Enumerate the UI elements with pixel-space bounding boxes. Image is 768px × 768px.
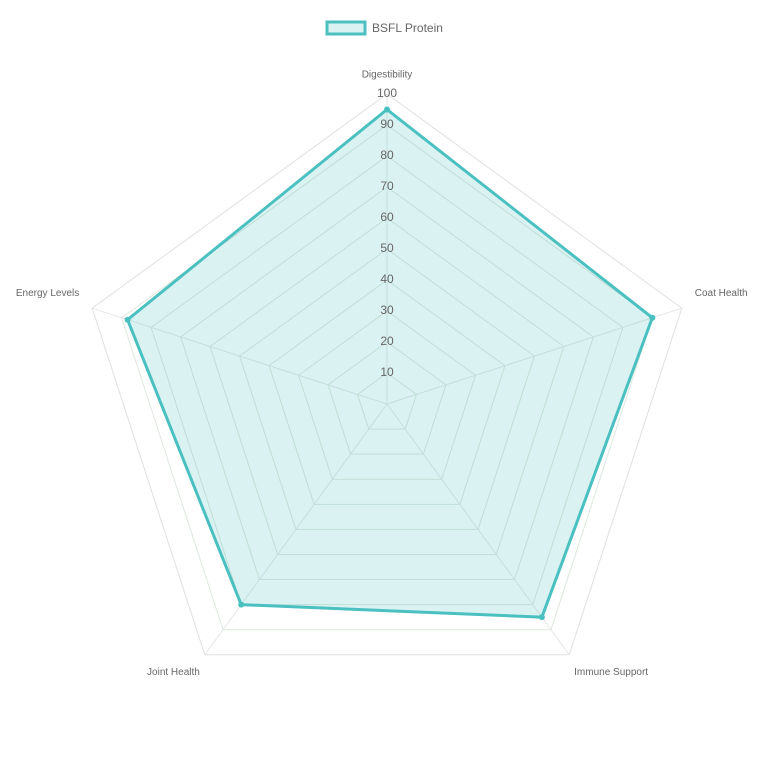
grid-ring <box>327 341 447 455</box>
grid-ring <box>238 248 536 530</box>
category-label: Joint Health <box>147 667 200 678</box>
r-tick-label: 30 <box>380 303 394 317</box>
grid-ring <box>180 186 594 581</box>
grid-ring <box>268 279 506 505</box>
spoke <box>92 307 388 405</box>
spoke <box>386 403 570 656</box>
series-area <box>125 107 655 619</box>
grid-ring <box>121 124 653 631</box>
data-point <box>538 614 545 621</box>
r-tick-label: 20 <box>380 334 394 348</box>
r-tick-label: 90 <box>380 117 394 131</box>
r-tick-label: 100 <box>377 86 397 100</box>
grid-ring <box>91 93 683 656</box>
grid-ring <box>297 310 477 480</box>
data-point <box>124 316 131 323</box>
category-label: Immune Support <box>574 667 648 678</box>
r-tick-label: 10 <box>380 365 394 379</box>
spoke <box>386 307 682 405</box>
legend-label[interactable]: BSFL Protein <box>372 21 443 35</box>
r-tick-label: 60 <box>380 210 394 224</box>
grid-ring <box>209 217 565 555</box>
grid-ring <box>356 372 418 430</box>
spoke <box>204 403 388 656</box>
r-tick-label: 70 <box>380 179 394 193</box>
r-tick-label: 80 <box>380 148 394 162</box>
category-label: Digestibility <box>362 70 413 81</box>
category-label: Coat Health <box>695 288 748 299</box>
data-point <box>384 106 390 113</box>
grid-ring <box>150 155 624 606</box>
legend-swatch[interactable] <box>325 20 367 36</box>
r-tick-label: 50 <box>380 241 394 255</box>
data-point <box>649 314 656 321</box>
r-tick-label: 40 <box>380 272 394 286</box>
data-point <box>238 601 245 608</box>
category-label: Energy Levels <box>16 288 79 299</box>
